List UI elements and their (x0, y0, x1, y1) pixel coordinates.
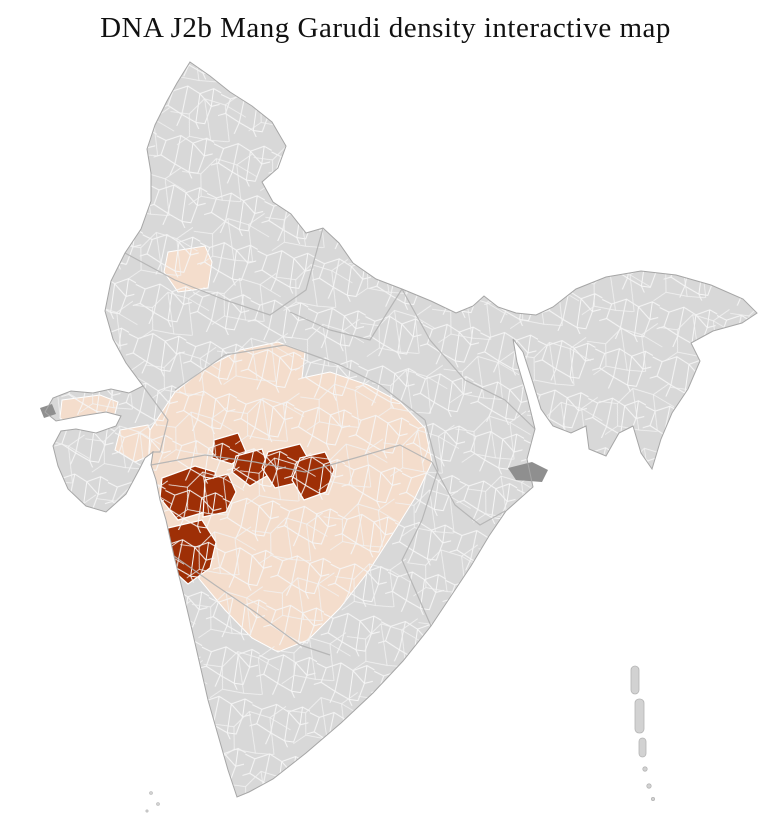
page-title: DNA J2b Mang Garudi density interactive … (100, 12, 671, 44)
state-borders (124, 227, 536, 656)
dark-coastal-marks (40, 404, 548, 482)
andaman-nicobar-islands[interactable] (630, 665, 656, 802)
district-border-mesh (45, 62, 757, 797)
lakshadweep-islands[interactable] (145, 791, 160, 813)
